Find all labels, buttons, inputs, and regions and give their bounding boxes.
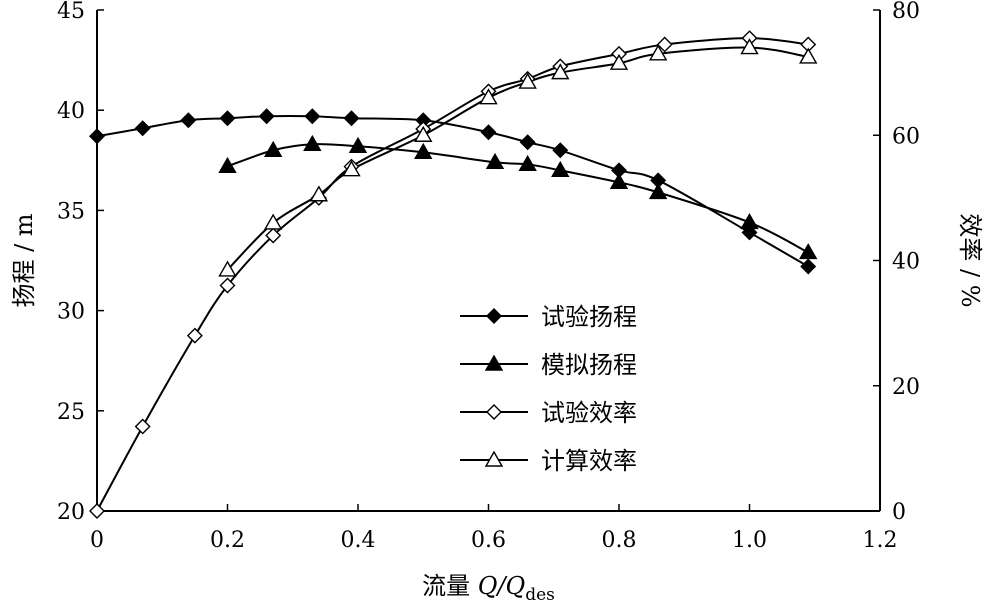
series-line-exp-eff bbox=[96, 37, 809, 512]
point-calc-eff bbox=[263, 213, 283, 230]
point-sim-head bbox=[303, 134, 322, 151]
legend-label-exp-head: 试验扬程 bbox=[541, 303, 637, 331]
y-left-axis-title: 扬程 / m bbox=[10, 213, 38, 307]
y-right-axis-title: 效率 / % bbox=[956, 213, 984, 307]
point-calc-eff bbox=[518, 72, 537, 89]
point-calc-eff bbox=[414, 125, 433, 142]
x-tick-label: 1.0 bbox=[732, 528, 767, 553]
y-right-tick-label: 0 bbox=[892, 500, 906, 525]
y-left-tick-label: 20 bbox=[57, 500, 85, 525]
point-exp-head bbox=[258, 108, 275, 125]
point-exp-head bbox=[180, 112, 197, 129]
point-exp-head bbox=[89, 128, 105, 145]
x-tick-label: 0.4 bbox=[341, 528, 376, 553]
point-sim-head bbox=[485, 152, 505, 170]
y-right-tick-label: 60 bbox=[892, 124, 920, 149]
x-tick-label: 0.6 bbox=[471, 528, 506, 553]
x-tick-label: 0 bbox=[90, 528, 104, 553]
point-exp-eff bbox=[186, 327, 203, 344]
point-calc-eff bbox=[218, 260, 237, 277]
point-exp-eff bbox=[656, 36, 673, 53]
point-sim-head bbox=[348, 136, 368, 153]
point-sim-head bbox=[551, 160, 570, 178]
point-sim-head bbox=[648, 182, 668, 200]
legend-marker-calc-eff bbox=[484, 450, 504, 467]
legend-label-calc-eff: 计算效率 bbox=[541, 447, 637, 475]
point-exp-head bbox=[480, 124, 497, 141]
point-sim-head bbox=[518, 154, 537, 172]
x-tick-label: 1.2 bbox=[863, 528, 898, 553]
point-calc-eff bbox=[309, 185, 329, 202]
point-calc-eff bbox=[740, 38, 759, 55]
y-left-tick-label: 35 bbox=[57, 199, 85, 224]
markers bbox=[89, 30, 818, 519]
point-exp-head bbox=[800, 258, 817, 275]
point-exp-head bbox=[519, 134, 536, 151]
point-sim-head bbox=[799, 243, 818, 260]
y-left-tick-label: 30 bbox=[57, 300, 85, 325]
point-exp-head bbox=[134, 120, 151, 137]
legend-label-sim-head: 模拟扬程 bbox=[541, 351, 637, 379]
point-sim-head bbox=[218, 156, 237, 174]
y-left-tick-label: 25 bbox=[57, 400, 85, 425]
y-left-tick-label: 45 bbox=[57, 0, 85, 24]
point-calc-eff bbox=[342, 160, 361, 177]
series-line-exp-head bbox=[96, 114, 809, 268]
point-calc-eff bbox=[648, 44, 668, 61]
point-sim-head bbox=[414, 142, 433, 159]
y-right-tick-label: 20 bbox=[892, 375, 920, 400]
point-exp-eff bbox=[134, 418, 151, 435]
point-calc-eff bbox=[479, 88, 498, 105]
y-right-tick-label: 80 bbox=[892, 0, 920, 24]
x-tick-label: 0.8 bbox=[602, 528, 637, 553]
point-exp-eff bbox=[219, 277, 236, 294]
point-sim-head bbox=[609, 172, 629, 190]
point-calc-eff bbox=[799, 47, 818, 64]
point-exp-head bbox=[304, 108, 321, 125]
legend-label-exp-eff: 试验效率 bbox=[541, 399, 637, 427]
point-sim-head bbox=[263, 140, 283, 157]
point-exp-head bbox=[343, 110, 360, 127]
x-tick-label: 0.2 bbox=[210, 528, 245, 553]
y-right-tick-label: 40 bbox=[892, 250, 920, 275]
point-calc-eff bbox=[551, 63, 570, 80]
point-exp-head bbox=[552, 142, 569, 159]
legend-marker-sim-head bbox=[484, 354, 504, 371]
curves bbox=[96, 37, 809, 512]
legend-marker-exp-head bbox=[486, 308, 502, 324]
point-sim-head bbox=[740, 213, 759, 230]
point-exp-head bbox=[219, 110, 236, 127]
legend-marker-exp-eff bbox=[486, 404, 502, 420]
axes: 0 0.2 0.4 0.6 0.8 1.0 1.2202530354045020406080… bbox=[10, 0, 984, 605]
y-left-tick-label: 40 bbox=[57, 99, 85, 124]
point-exp-eff bbox=[89, 503, 105, 519]
point-calc-eff bbox=[609, 53, 629, 70]
point-exp-eff bbox=[265, 227, 282, 244]
x-axis-title: 流量 Q/Qdes bbox=[422, 572, 555, 605]
